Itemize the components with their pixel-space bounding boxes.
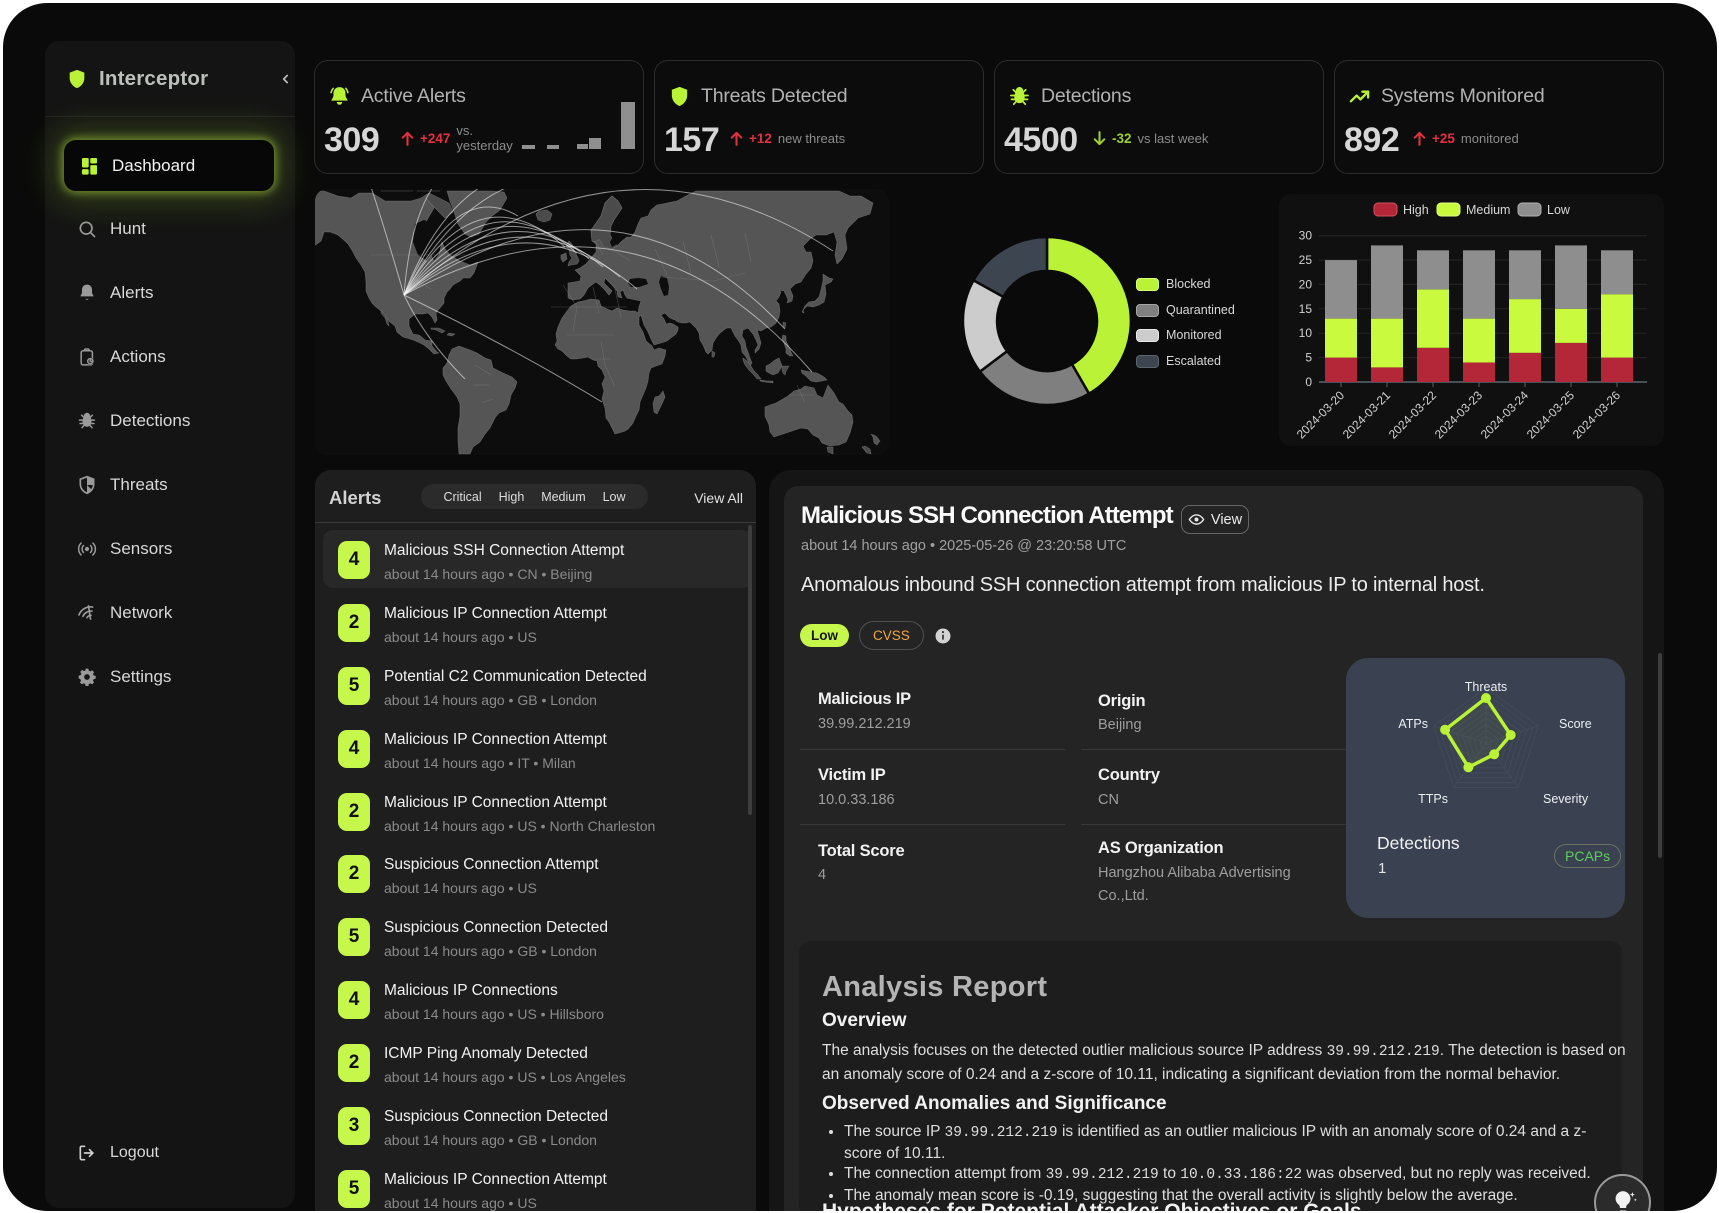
- svg-text:5: 5: [1305, 351, 1312, 365]
- svg-text:Severity: Severity: [1543, 792, 1589, 806]
- svg-text:2024-03-25: 2024-03-25: [1524, 388, 1578, 442]
- svg-text:2024-03-26: 2024-03-26: [1570, 388, 1624, 442]
- svg-text:2024-03-24: 2024-03-24: [1478, 388, 1532, 442]
- svg-text:25: 25: [1299, 253, 1313, 267]
- svg-text:High: High: [1403, 203, 1429, 217]
- svg-text:30: 30: [1299, 229, 1313, 243]
- svg-text:TTPs: TTPs: [1418, 792, 1448, 806]
- svg-text:ATPs: ATPs: [1398, 717, 1428, 731]
- svg-text:15: 15: [1299, 302, 1313, 316]
- svg-text:Threats: Threats: [1465, 680, 1507, 694]
- svg-text:Medium: Medium: [1466, 203, 1510, 217]
- svg-text:2024-03-21: 2024-03-21: [1340, 388, 1394, 442]
- svg-text:2024-03-22: 2024-03-22: [1386, 388, 1440, 442]
- svg-text:0: 0: [1305, 375, 1312, 389]
- svg-text:Low: Low: [1547, 203, 1571, 217]
- svg-text:2024-03-20: 2024-03-20: [1294, 388, 1348, 442]
- svg-text:10: 10: [1299, 326, 1313, 340]
- svg-text:Score: Score: [1559, 717, 1592, 731]
- svg-text:20: 20: [1299, 277, 1313, 291]
- svg-text:2024-03-23: 2024-03-23: [1432, 388, 1486, 442]
